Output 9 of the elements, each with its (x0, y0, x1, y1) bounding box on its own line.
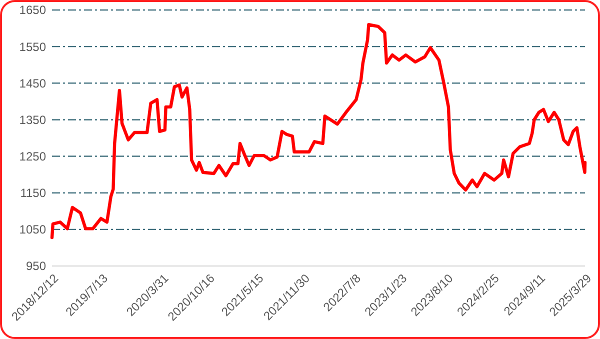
y-tick-label: 1550 (19, 40, 46, 54)
y-tick-label: 1650 (19, 3, 46, 18)
y-tick-label: 1150 (20, 186, 46, 200)
y-tick-label: 1050 (19, 222, 46, 237)
y-tick-label: 1450 (19, 76, 46, 90)
y-tick-label: 1250 (19, 149, 46, 164)
line-series (50, 23, 587, 240)
y-tick-label: 1350 (19, 112, 46, 127)
y-tick-label: 950 (26, 259, 46, 274)
